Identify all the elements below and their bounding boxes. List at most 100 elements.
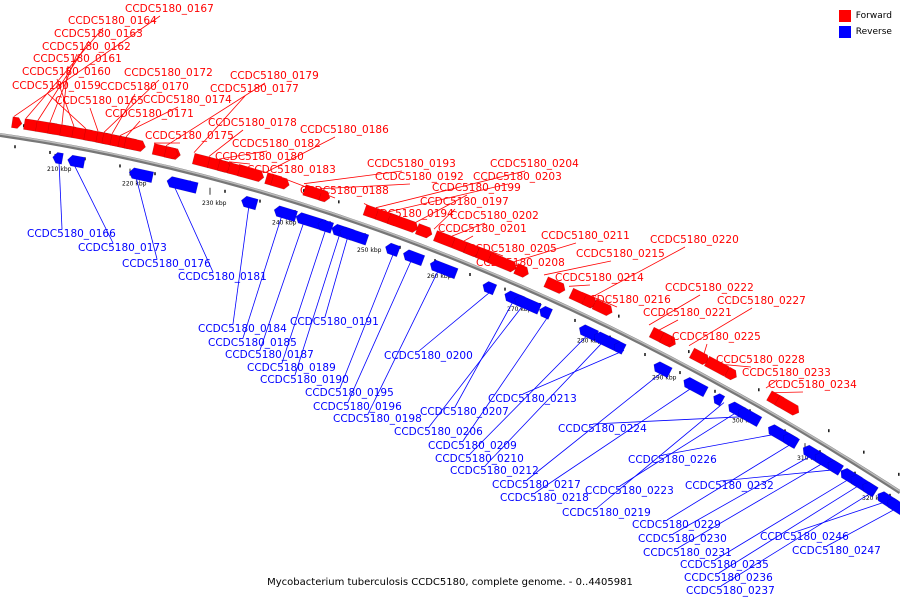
forward-gene-label: CCDC5180_0188 — [300, 185, 389, 197]
forward-gene-label: CCDC5180_0211 — [541, 230, 630, 242]
tick-label: 260 kbp — [427, 273, 452, 280]
forward-gene-label: CCDC5180_0165 — [55, 95, 144, 107]
gene-labels: CCDC5180_0167CCDC5180_0164CCDC5180_0163C… — [12, 3, 900, 597]
reverse-gene-label: CCDC5180_0247 — [792, 545, 881, 557]
forward-gene-label: CCDC5180_0204 — [490, 158, 579, 170]
forward-gene — [463, 242, 480, 257]
forward-gene-label: CCDC5180_0233 — [742, 367, 831, 379]
legend-forward-label: Forward — [855, 11, 892, 21]
forward-gene-label: CCDC5180_0214 — [555, 272, 644, 284]
tick-label: 220 kbp — [122, 181, 147, 188]
reverse-gene-label: CCDC5180_0223 — [585, 485, 674, 497]
reverse-gene-label: CCDC5180_0184 — [198, 323, 287, 335]
reverse-gene-label: CCDC5180_0213 — [488, 393, 577, 405]
forward-gene-label: CCDC5180_0177 — [210, 83, 299, 95]
forward-gene-label: CCDC5180_0167 — [125, 3, 214, 15]
forward-gene — [217, 159, 231, 173]
forward-gene-label: CCDC5180_0175 — [145, 130, 234, 142]
forward-gene-label: CCDC5180_0222 — [665, 282, 754, 294]
reverse-gene — [514, 294, 542, 315]
reverse-gene-label: CCDC5180_0230 — [638, 533, 727, 545]
forward-gene-label: CCDC5180_0182 — [232, 138, 321, 150]
forward-gene-label: CCDC5180_0183 — [247, 164, 336, 176]
backbone-line — [0, 133, 900, 494]
forward-gene-label: CCDC5180_0162 — [42, 41, 131, 53]
reverse-gene — [295, 212, 327, 232]
reverse-gene-label: CCDC5180_0190 — [260, 374, 349, 386]
forward-gene-label: CCDC5180_0227 — [717, 295, 806, 307]
reverse-gene-label: CCDC5180_0181 — [178, 271, 267, 283]
reverse-gene-label: CCDC5180_0229 — [632, 519, 721, 531]
forward-gene-label: CCDC5180_0197 — [420, 196, 509, 208]
forward-gene — [386, 212, 419, 233]
reverse-gene — [578, 324, 600, 342]
reverse-gene-label: CCDC5180_0226 — [628, 454, 717, 466]
reverse-gene — [339, 226, 370, 246]
forward-gene-label: CCDC5180_0192 — [375, 171, 464, 183]
reverse-gene — [862, 481, 878, 497]
reverse-gene-label: CCDC5180_0173 — [78, 242, 167, 254]
reverse-gene — [887, 497, 900, 521]
map-caption: Mycobacterium tuberculosis CCDC5180, com… — [267, 577, 633, 588]
reverse-gene-label: CCDC5180_0237 — [686, 585, 775, 597]
reverse-gene — [738, 407, 763, 428]
reverse-gene-label: CCDC5180_0176 — [122, 258, 211, 270]
forward-gene — [11, 116, 23, 129]
forward-gene — [543, 276, 566, 294]
reverse-gene-label: CCDC5180_0246 — [760, 531, 849, 543]
forward-gene-label: CCDC5180_0203 — [473, 171, 562, 183]
forward-gene-label: CCDC5180_0228 — [716, 354, 805, 366]
forward-gene — [163, 146, 179, 160]
legend-forward: Forward — [838, 8, 892, 24]
forward-gene-label: CCDC5180_0234 — [768, 379, 857, 391]
forward-gene-label: CCDC5180_0194 — [365, 208, 454, 220]
reverse-gene-label: CCDC5180_0210 — [435, 453, 524, 465]
forward-gene-label: CCDC5180_0161 — [33, 53, 122, 65]
forward-gene-label: CCDC5180_0225 — [672, 331, 761, 343]
reverse-gene — [827, 459, 844, 476]
reverse-gene — [402, 249, 426, 267]
forward-gene-label: CCDC5180_0201 — [438, 223, 527, 235]
forward-gene-label: CCDC5180_0170 — [100, 81, 189, 93]
reverse-gene — [166, 176, 199, 194]
forward-swatch — [838, 10, 851, 22]
reverse-gene-label: CCDC5180_0198 — [333, 413, 422, 425]
forward-gene-label: CCDC5180_0180 — [215, 151, 304, 163]
reverse-gene — [67, 154, 86, 169]
tick-label: 320 kbp — [862, 495, 887, 502]
forward-gene-label: CCDC5180_0205 — [468, 243, 557, 255]
forward-gene — [123, 137, 146, 152]
reverse-gene-label: CCDC5180_0209 — [428, 440, 517, 452]
forward-gene — [658, 331, 673, 347]
tick-label: 290 kbp — [652, 375, 677, 382]
reverse-gene-label: CCDC5180_0224 — [558, 423, 647, 435]
forward-gene-label: CCDC5180_0160 — [22, 66, 111, 78]
forward-gene-label: CCDC5180_0179 — [230, 70, 319, 82]
reverse-gene-label: CCDC5180_0207 — [420, 406, 509, 418]
forward-gene-label: CCDC5180_0174 — [143, 94, 232, 106]
forward-gene-label: CCDC5180_0208 — [476, 257, 565, 269]
reverse-gene — [241, 195, 259, 211]
tick-label: 230 kbp — [202, 200, 227, 207]
legend-reverse: Reverse — [838, 24, 892, 40]
legend: Forward Reverse — [838, 8, 892, 40]
reverse-gene — [683, 377, 709, 398]
reverse-gene — [593, 331, 621, 352]
forward-gene-label: CCDC5180_0178 — [208, 117, 297, 129]
forward-gene-label: CCDC5180_0216 — [582, 294, 671, 306]
forward-gene-label: CCDC5180_0171 — [105, 108, 194, 120]
forward-gene-label: CCDC5180_0202 — [450, 210, 539, 222]
forward-gene — [688, 347, 709, 366]
forward-gene-label: CCDC5180_0186 — [300, 124, 389, 136]
tick-label: 270 kbp — [507, 306, 532, 313]
reverse-gene-label: CCDC5180_0218 — [500, 492, 589, 504]
tick-label: 300 kbp — [732, 418, 757, 425]
tick-label: 250 kbp — [357, 247, 382, 254]
legend-reverse-label: Reverse — [855, 27, 892, 37]
reverse-gene-label: CCDC5180_0212 — [450, 465, 539, 477]
reverse-gene-label: CCDC5180_0235 — [680, 559, 769, 571]
reverse-gene — [273, 205, 299, 223]
reverse-gene-label: CCDC5180_0185 — [208, 337, 297, 349]
reverse-gene — [653, 361, 673, 379]
